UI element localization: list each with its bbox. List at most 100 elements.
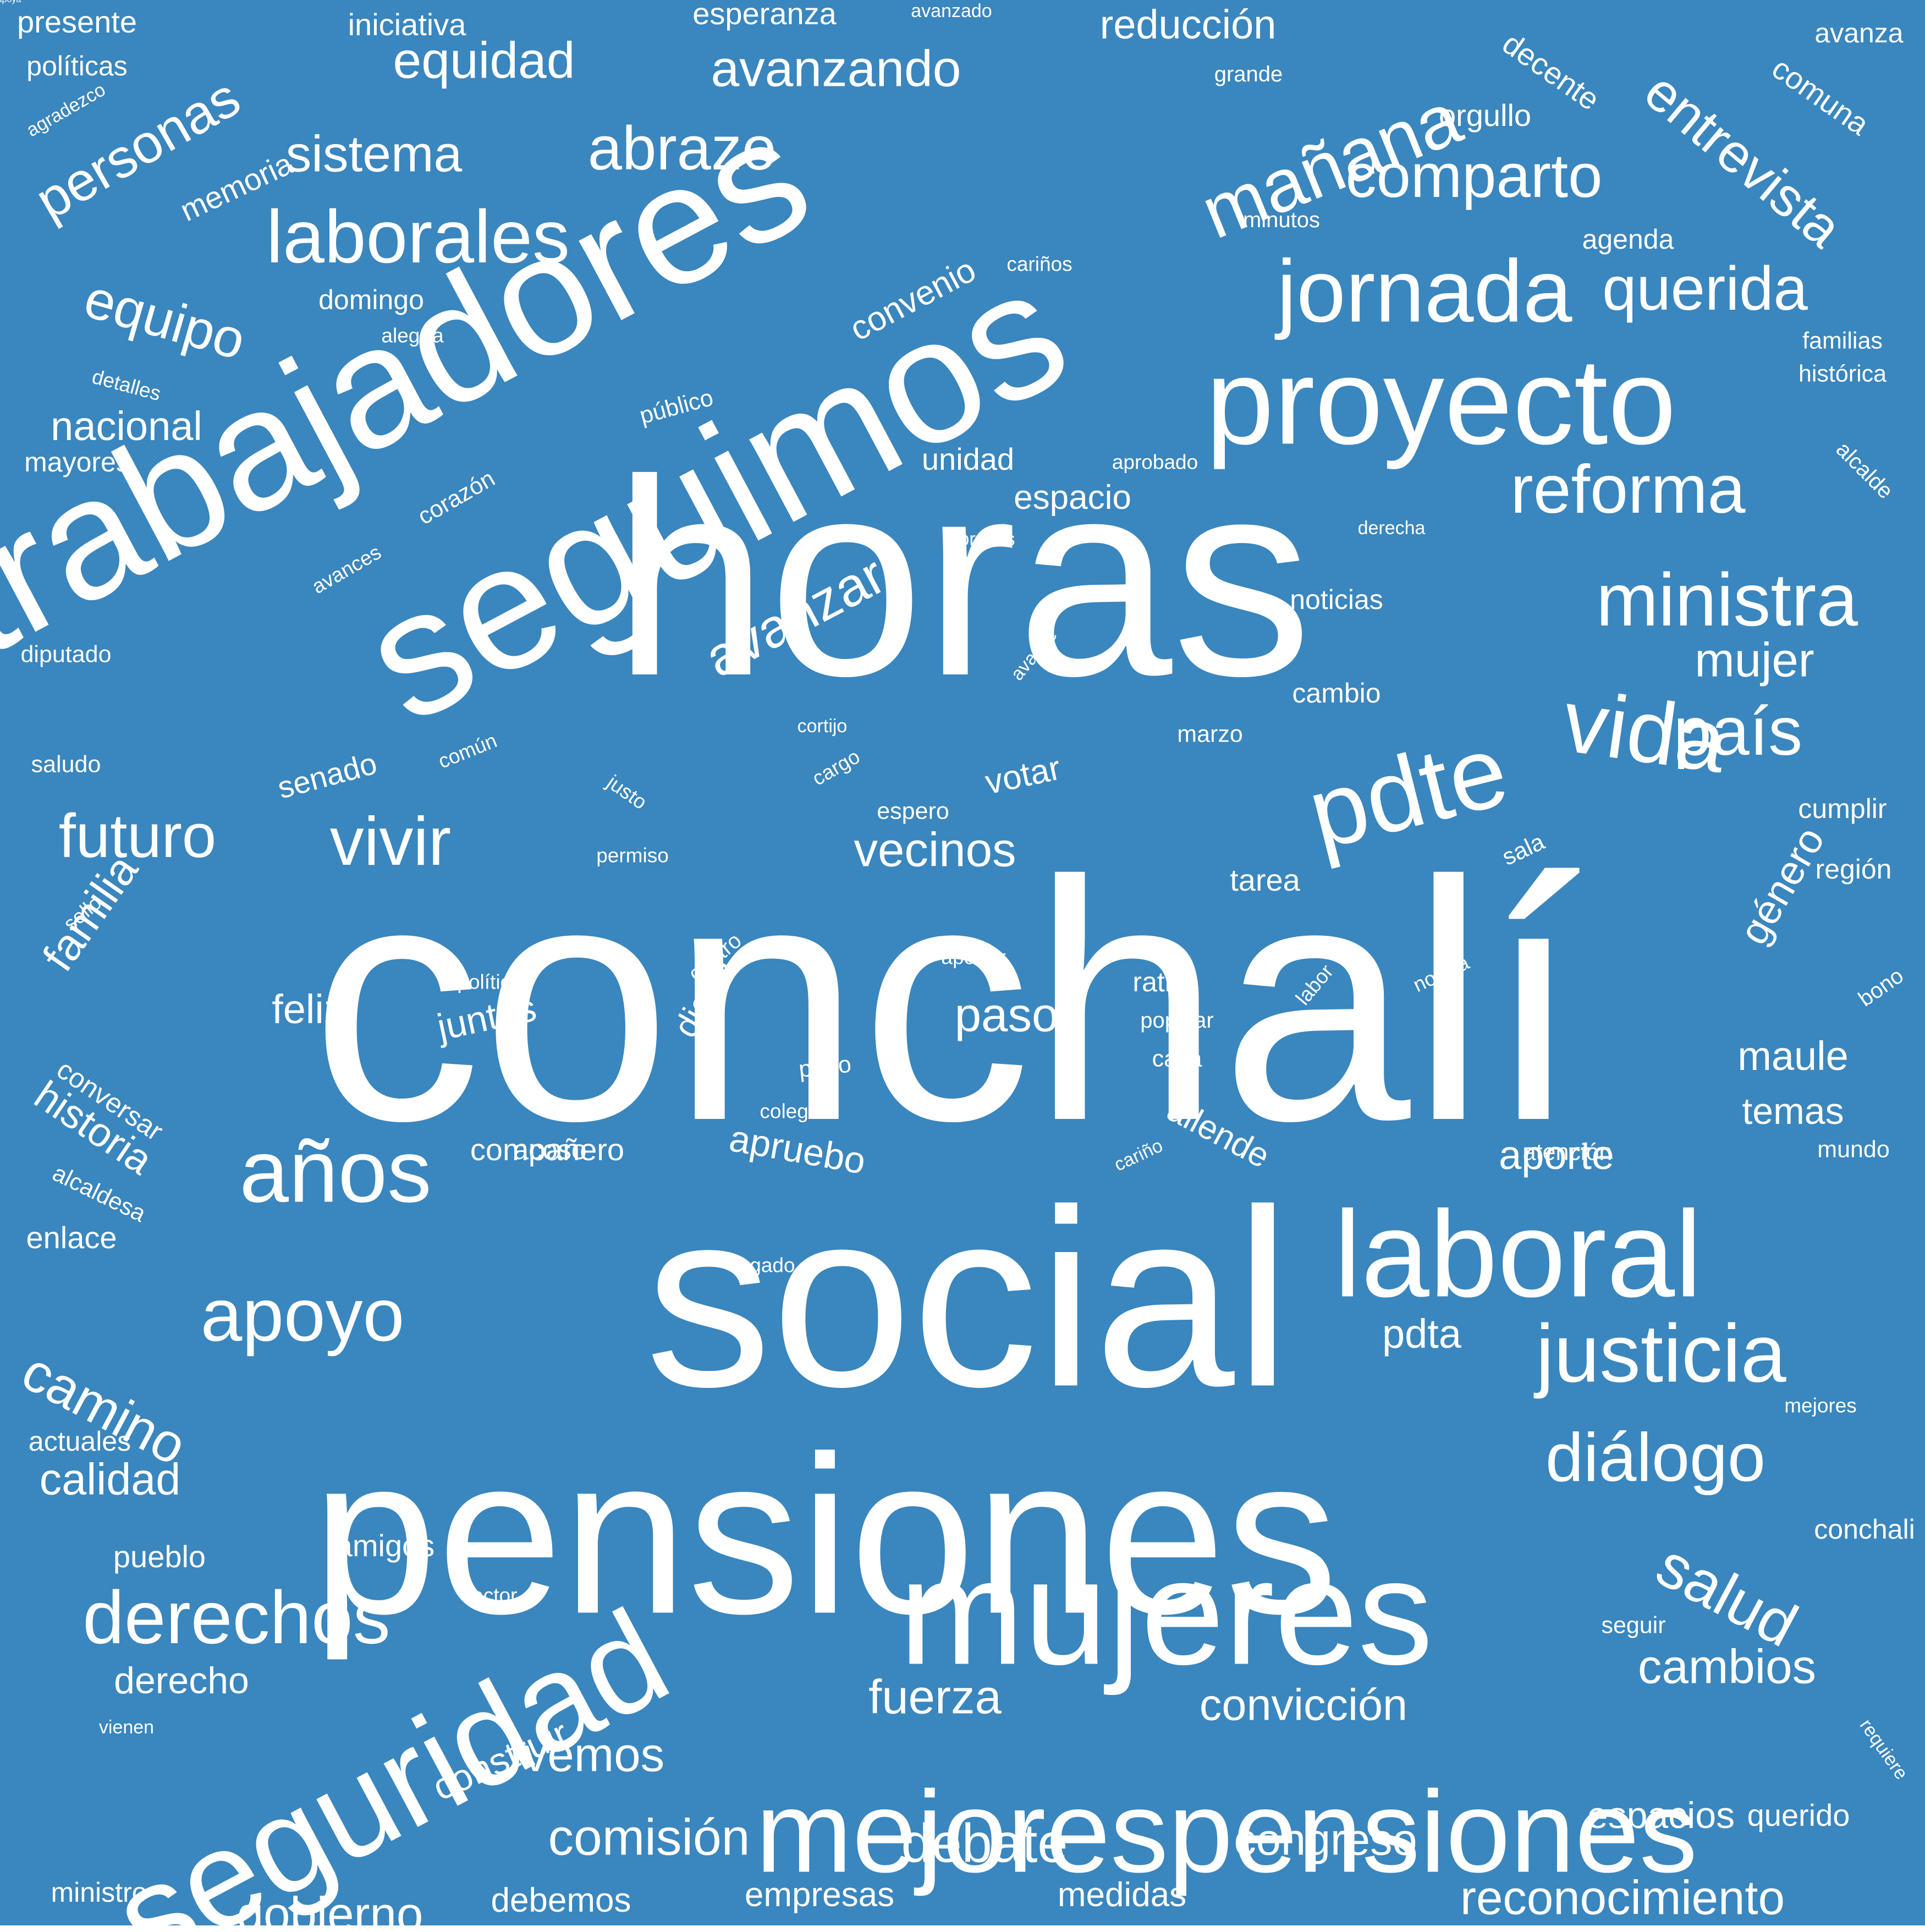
word: mejores [1784,1394,1857,1417]
word: aportar [941,946,1006,969]
word: futuro [58,802,217,870]
word: amigos [335,1528,435,1563]
word: conchali [1814,1514,1915,1545]
word: pdta [1382,1311,1462,1357]
word: avanza [1814,18,1904,48]
word: colegio [760,1100,824,1123]
word: vienen [98,1717,155,1738]
word: ratito [1132,967,1194,997]
word: proyecto [1206,333,1676,470]
word: convicción [1199,1680,1408,1730]
word: noticias [1290,584,1383,615]
word: conchalí [311,811,1581,1192]
word: votar [982,749,1064,802]
word: minutos [1242,208,1321,232]
word: popular [1140,1008,1214,1033]
word: nacional [51,403,202,449]
word: región [1815,854,1892,885]
word: derecha [1357,518,1426,539]
word: derecho [114,1660,249,1702]
word: política [457,970,522,994]
word: reforma [1510,452,1746,528]
word: avanzando [711,40,961,97]
word: legado [734,1254,795,1277]
word: reducción [1099,2,1277,47]
word: sector [461,1584,518,1607]
word: domingo [318,284,424,315]
word: senado [273,745,381,805]
word: abrazo [587,114,777,183]
word: cortijo [797,716,848,737]
word: calidad [39,1455,181,1505]
word: agradezco [23,79,109,141]
word: temas [1742,1090,1844,1132]
word: abrazos [948,529,1015,550]
word: requiere [1855,1715,1912,1783]
word: mundo [1817,1136,1890,1163]
word: laborales [266,195,570,278]
word: vemos [523,1728,665,1782]
word: casa [1152,1045,1202,1072]
word: seguir [1601,1612,1666,1639]
word: debate [901,1812,1068,1874]
word: género [1730,819,1834,952]
word: avanzado [911,1,992,21]
word: atención [1522,1139,1613,1166]
word: familias [1802,327,1883,354]
word: cambios [1638,1640,1816,1694]
word: compañero [470,1132,625,1167]
word: aprobado [1112,451,1198,474]
word: jornada [1277,241,1572,341]
word: comuna [1766,50,1876,142]
word: enlace [26,1220,117,1255]
word: mujer [1695,633,1814,687]
word: años [239,1122,432,1221]
word: fuerza [868,1670,1002,1724]
word: ministro [51,1877,147,1908]
word: espacios [1587,1794,1735,1836]
word: debemos [491,1881,631,1919]
word: diputado [20,641,112,668]
word: vivir [329,804,452,880]
word: equipo [78,267,252,371]
word: pensiones [312,1409,1338,1661]
word: cumplir [1798,793,1887,824]
word: iniciativa [348,7,466,42]
word: chileapoya [0,0,21,4]
word: país [1673,694,1803,770]
word: ministra [1596,558,1858,641]
word: derechos [82,1576,391,1659]
word: espero [877,798,949,825]
word: sistema [285,125,463,183]
word: salud [1646,1530,1808,1660]
word: acoso [513,1134,587,1165]
word: mejorespensiones [755,1766,1698,1897]
word: unidad [921,442,1015,476]
word: medidas [1057,1876,1187,1914]
word: justicia [1536,1307,1786,1399]
word: maule [1737,1033,1849,1079]
word: equidad [393,31,575,89]
word: horas [613,421,1312,734]
word: orgullo [1438,98,1532,133]
word: querido [1747,1798,1850,1832]
word: comisión [548,1808,750,1866]
word: comparto [1345,141,1603,210]
word: mayores [24,447,130,477]
word: espacio [1014,479,1131,517]
word: esperanza [692,0,837,31]
word: agenda [1582,224,1674,255]
word: marzo [1177,721,1243,748]
word: bono [1854,963,1909,1012]
word: aporte [1499,1132,1614,1178]
word: grande [1214,62,1283,86]
word: apoyo [200,1273,405,1357]
word: detalles [90,365,163,405]
word: permiso [596,844,669,867]
word: cargo [808,745,864,790]
word: cariños [1007,253,1072,276]
word: paso [954,988,1059,1042]
word: pueblo [113,1539,206,1574]
word: cambio [1292,678,1381,709]
